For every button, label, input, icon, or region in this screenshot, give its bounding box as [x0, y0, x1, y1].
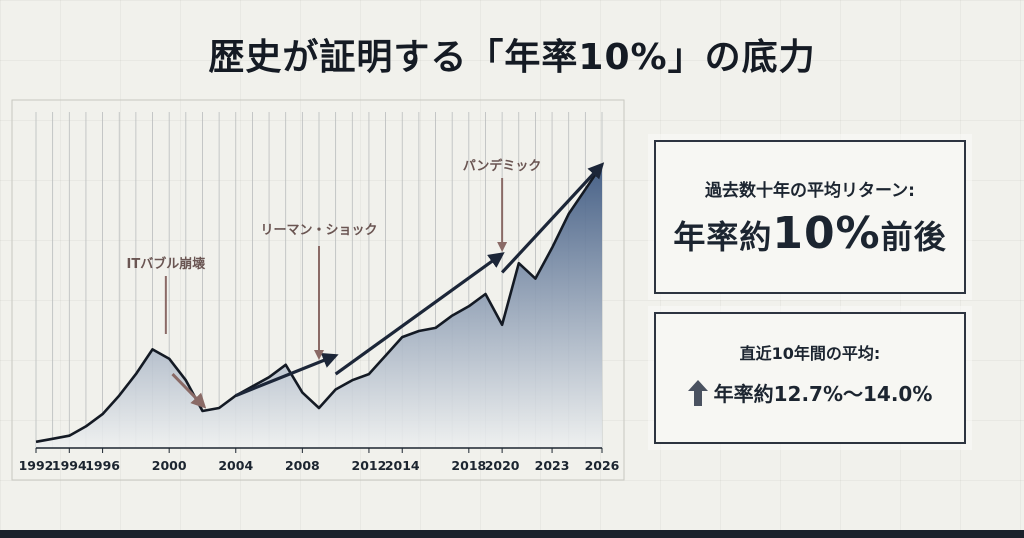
x-tick-label: 2008 — [285, 458, 320, 473]
x-tick-label: 2020 — [485, 458, 520, 473]
lehman-shock-label: リーマン・ショック — [260, 223, 377, 238]
x-tick-label: 2023 — [535, 458, 570, 473]
average-return-prefix: 年率約 — [673, 218, 773, 256]
trend-arrow — [235, 352, 339, 398]
x-tick-label: 2000 — [152, 458, 187, 473]
x-tick-label: 2014 — [385, 458, 420, 473]
chart-frame — [11, 99, 625, 481]
series-line — [35, 163, 604, 444]
page-title: 歴史が証明する「年率10%」の底力 — [208, 37, 816, 78]
average-return-label: 過去数十年の平均リターン: — [705, 181, 915, 201]
it-bubble-drop-arrow — [171, 373, 207, 409]
pandemic-label: パンデミック — [463, 158, 542, 174]
x-tick-label: 2026 — [585, 458, 620, 473]
x-tick-label: 1992 — [19, 458, 54, 473]
x-tick-label: 1994 — [52, 458, 87, 473]
recent-return-label: 直近10年間の平均: — [739, 344, 881, 363]
x-tick-label: 2018 — [451, 458, 486, 473]
average-return-panel: 過去数十年の平均リターン: 年率約10%前後 — [654, 140, 966, 294]
trend-arrow — [500, 162, 605, 274]
arrow-up-icon — [687, 380, 708, 406]
x-tick-label: 2012 — [352, 458, 387, 473]
average-return-value: 年率約10%前後 — [656, 208, 964, 259]
recent-return-panel: 直近10年間の平均: 年率約12.7%〜14.0% — [654, 312, 966, 444]
x-tick-label: 1996 — [85, 458, 120, 473]
recent-return-value: 年率約12.7%〜14.0% — [713, 382, 933, 406]
average-return-number: 10% — [772, 208, 881, 259]
it-bubble-label: ITバブル崩壊 — [126, 256, 206, 272]
x-tick-label: 2004 — [218, 458, 253, 473]
average-return-suffix: 前後 — [880, 218, 947, 256]
trend-arrow — [334, 252, 505, 376]
bottom-bar — [0, 530, 1024, 538]
recent-return-row: 年率約12.7%〜14.0% — [656, 378, 964, 407]
